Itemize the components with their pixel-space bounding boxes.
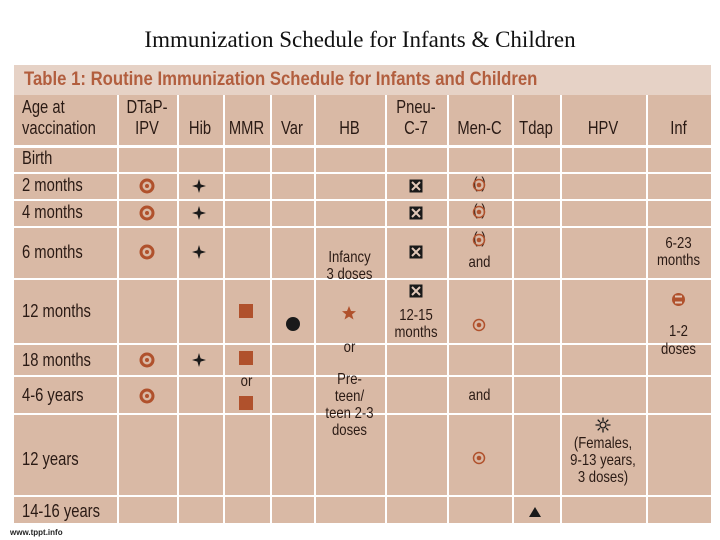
men-dose-icon	[472, 318, 486, 332]
header-hib: Hib	[188, 118, 212, 138]
hpv-dose-icon	[595, 417, 611, 433]
hb-or-note: or	[343, 339, 356, 356]
hpv-females-note-2: 9-13 years,	[570, 452, 636, 469]
pneu-dose-icon	[409, 179, 423, 193]
hb-preteen-note-1: Pre-	[337, 371, 362, 388]
header-age-line2: vaccination	[22, 118, 96, 138]
pneu-months-note: months	[394, 324, 438, 341]
header-inf: Inf	[670, 118, 687, 138]
row-label-2-months: 2 months	[22, 175, 83, 195]
dtap-dose-icon	[139, 205, 155, 221]
row-label-14-16-years: 14-16 years	[22, 501, 100, 521]
row-label-4-months: 4 months	[22, 202, 83, 222]
hb-preteen-note-2: teen/	[334, 388, 365, 405]
hpv-females-note-1: (Females,	[573, 435, 633, 452]
men-dose-icon	[472, 205, 486, 219]
men-dose-icon	[472, 178, 486, 192]
pneu-dose-icon	[409, 206, 423, 220]
hib-dose-icon	[192, 353, 206, 367]
header-tdap: Tdap	[519, 118, 553, 138]
dtap-dose-icon	[139, 352, 155, 368]
row-label-12-years: 12 years	[22, 449, 79, 469]
row-label-12-months: 12 months	[22, 301, 91, 321]
row-label-18-months: 18 months	[22, 350, 91, 370]
hb-dose-icon	[342, 306, 356, 320]
men-dose-icon	[472, 451, 486, 465]
dtap-dose-icon	[139, 178, 155, 194]
header-dtap-line1: DTaP-	[126, 97, 168, 117]
row-label-6-months: 6 months	[22, 242, 83, 262]
footer-watermark: www.tppt.info	[10, 528, 63, 537]
row-label-4-6-years: 4-6 years	[22, 385, 84, 405]
immunization-table-panel: Table 1: Routine Immunization Schedule f…	[14, 65, 711, 523]
inf-6-23-note: 6-23	[665, 235, 692, 252]
mmr-dose-icon	[239, 304, 253, 318]
mmr-dose-icon	[239, 351, 253, 365]
var-dose-icon	[286, 317, 300, 331]
men-and-note-1: and	[468, 254, 491, 271]
header-var: Var	[281, 118, 303, 138]
slide-title: Immunization Schedule for Infants & Chil…	[144, 27, 576, 52]
header-men: Men-C	[457, 118, 502, 138]
dtap-dose-icon	[139, 388, 155, 404]
mmr-dose-icon	[239, 396, 253, 410]
tdap-dose-icon	[529, 507, 541, 517]
hb-preteen-note-3: teen 2-3	[325, 405, 374, 422]
hpv-females-note-3: 3 doses)	[577, 469, 629, 486]
mmr-or-note: or	[240, 373, 253, 390]
dtap-dose-icon	[139, 244, 155, 260]
header-hb: HB	[339, 118, 360, 138]
hib-dose-icon	[192, 206, 206, 220]
men-dose-icon	[472, 233, 486, 247]
header-pneu-line2: C-7	[404, 118, 428, 138]
row-label-birth: Birth	[22, 148, 53, 168]
hb-preteen-note-4: doses	[331, 422, 368, 439]
pneu-dose-icon	[409, 245, 423, 259]
hb-infancy-note: Infancy	[328, 249, 371, 266]
header-pneu-line1: Pneu-	[396, 97, 436, 117]
men-and-note-2: and	[468, 387, 491, 404]
header-age-line1: Age at	[22, 97, 65, 117]
inf-1-2-note: 1-2	[669, 323, 688, 340]
hib-dose-icon	[192, 245, 206, 259]
pneu-dose-icon	[409, 284, 423, 298]
header-hpv: HPV	[587, 118, 619, 138]
inf-dose-icon	[672, 293, 685, 306]
hib-dose-icon	[192, 179, 206, 193]
header-mmr: MMR	[228, 118, 265, 138]
inf-months-note: months	[656, 252, 701, 269]
schedule-grid: Age at vaccination DTaP- IPV Hib MMR Var…	[14, 95, 711, 523]
pneu-12-15-note: 12-15	[399, 307, 433, 324]
table-caption: Table 1: Routine Immunization Schedule f…	[24, 69, 538, 90]
inf-doses-note: doses	[660, 341, 697, 358]
header-dtap-line2: IPV	[135, 118, 159, 138]
hb-infancy-doses-note: 3 doses	[326, 266, 373, 283]
